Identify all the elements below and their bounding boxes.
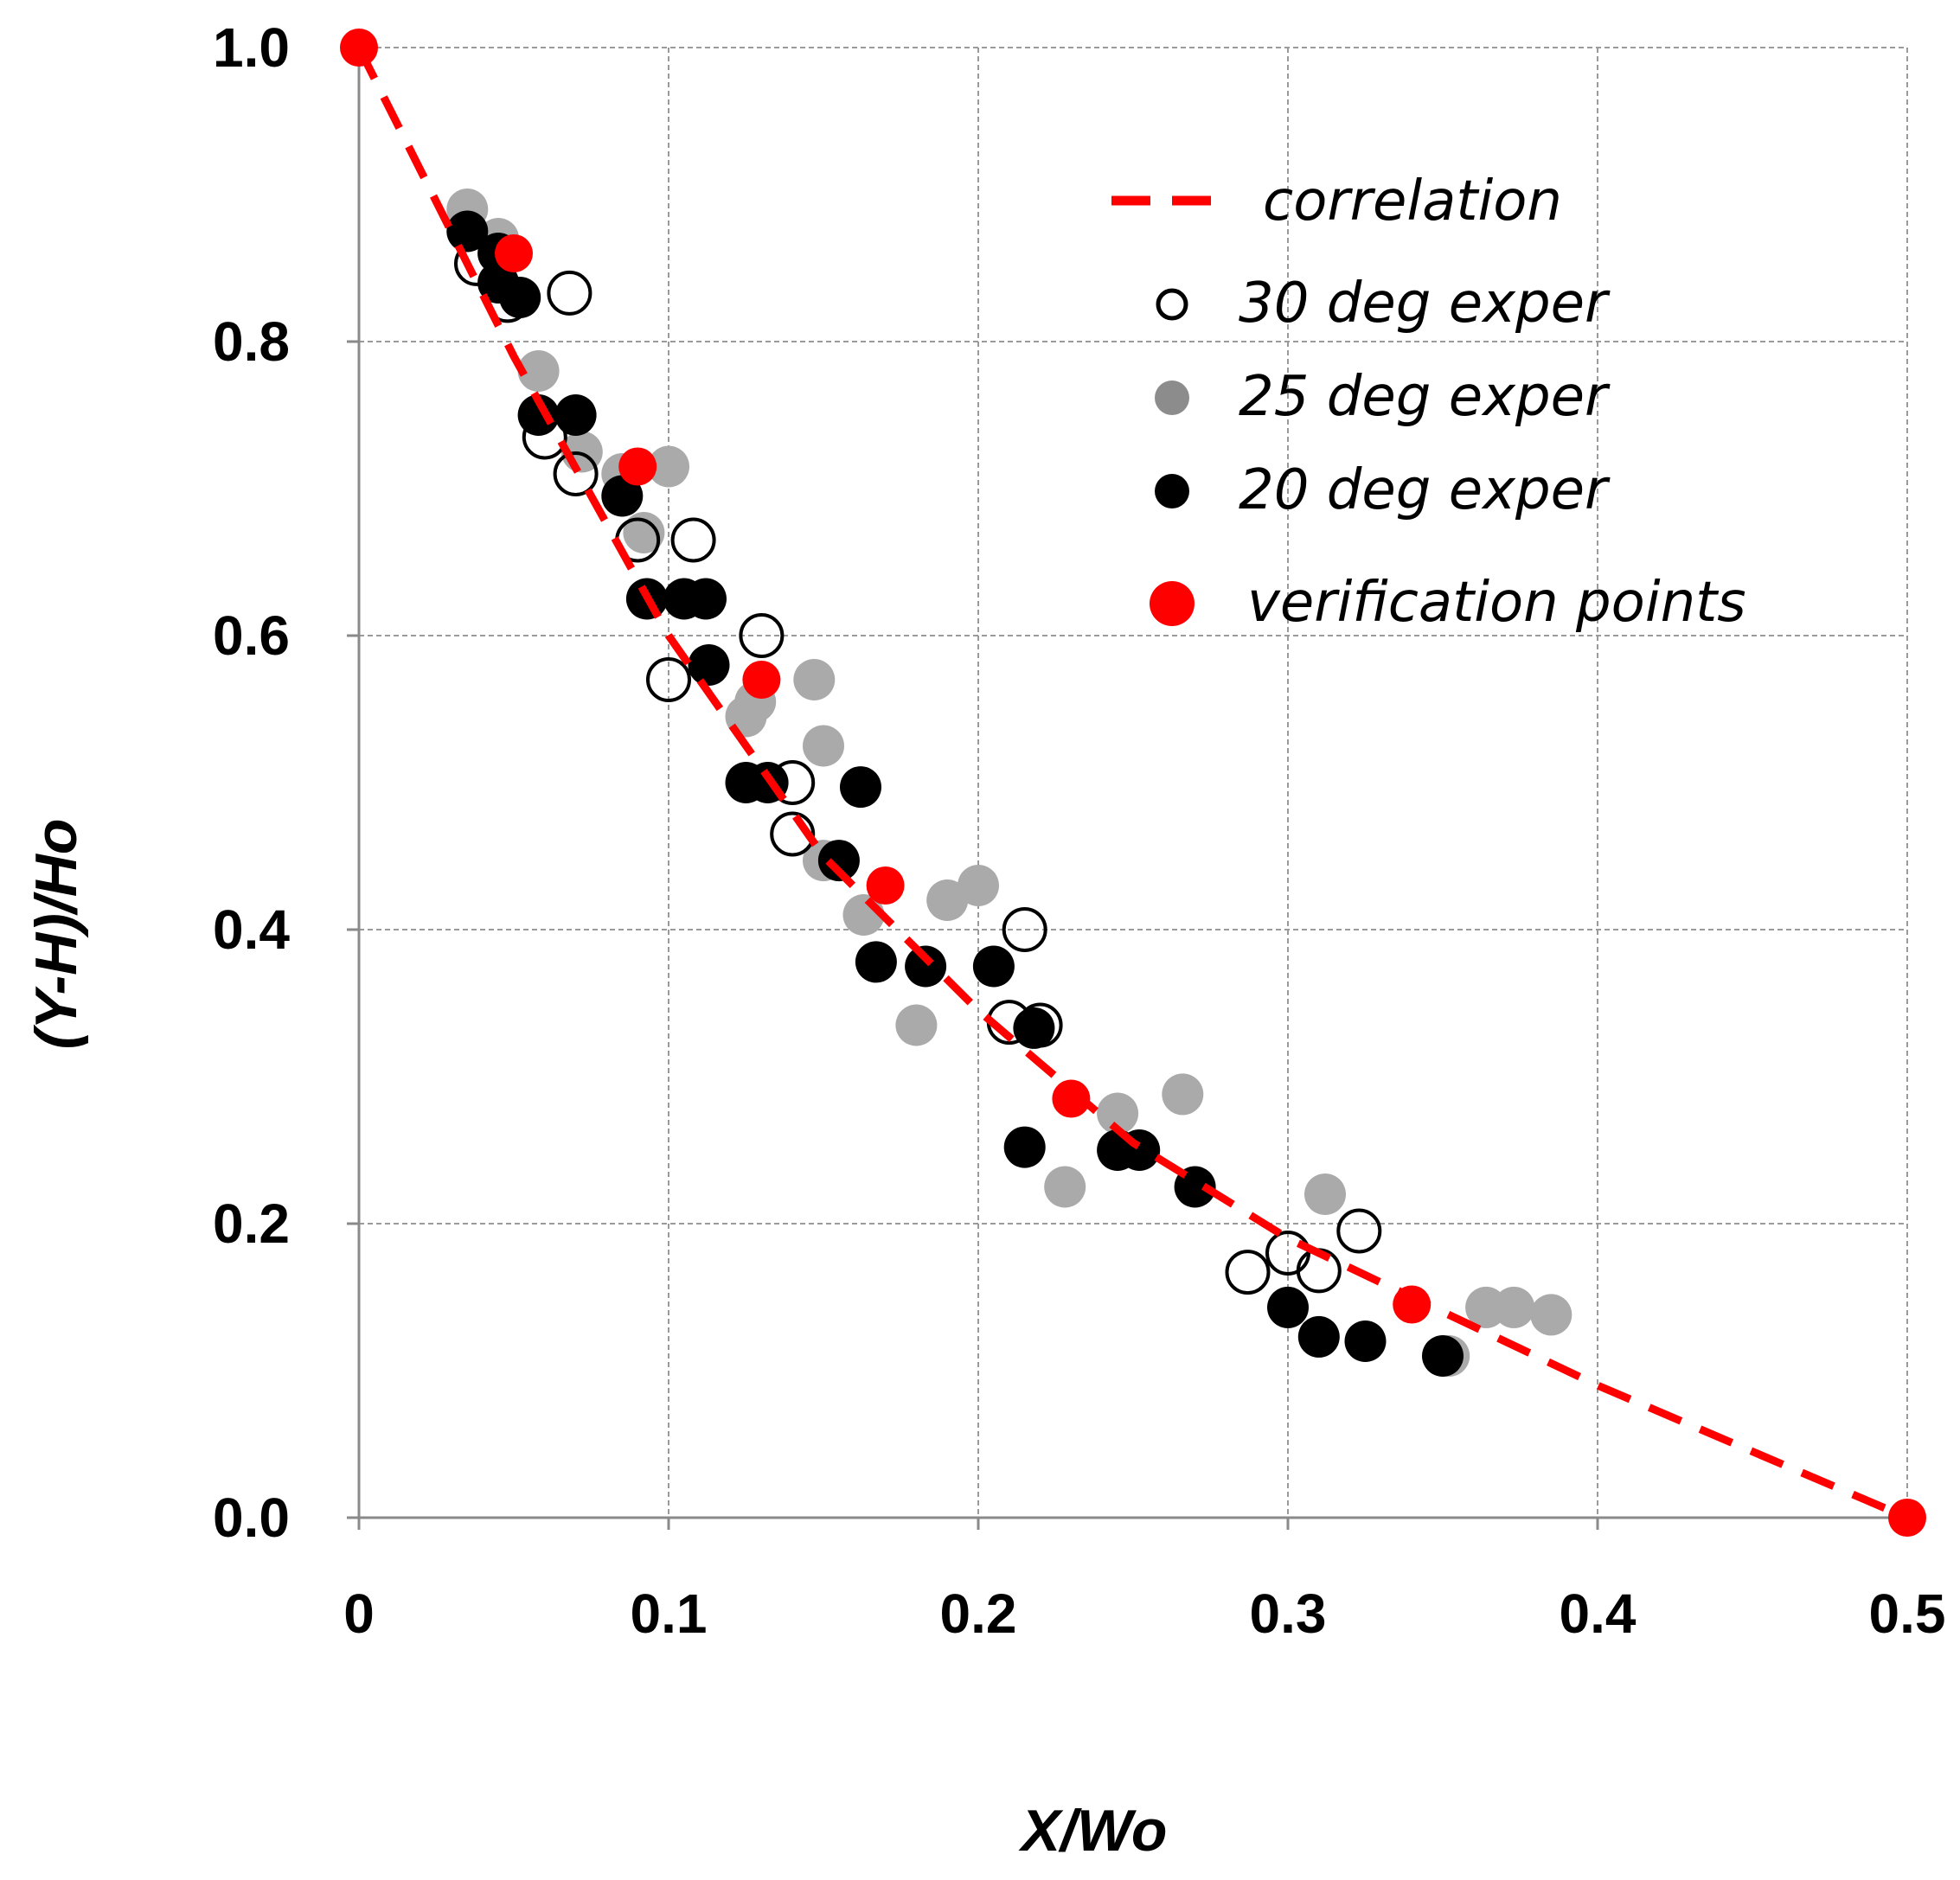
y-tick-label: 0.4 (213, 898, 290, 961)
y-tick-label: 0.2 (213, 1193, 290, 1255)
data-point-25-deg-exper (803, 725, 844, 767)
data-point-30-deg-exper (1336, 1208, 1382, 1254)
data-point-25-deg-exper (1097, 1092, 1139, 1135)
legend-swatch-20deg (1155, 474, 1189, 508)
data-point-25-deg-exper (926, 879, 969, 921)
data-point-20-deg-exper (1422, 1335, 1464, 1377)
data-point-20-deg-exper (1003, 1126, 1046, 1168)
data-point-30-deg-exper (553, 451, 599, 496)
legend-swatch-verification (1150, 581, 1195, 626)
data-point-25-deg-exper (1304, 1173, 1346, 1215)
x-tick-label: 0.2 (940, 1583, 1017, 1645)
y-tick-label: 0.6 (213, 604, 290, 667)
data-point-25-deg-exper (648, 445, 689, 488)
data-point-20-deg-exper (855, 941, 897, 983)
data-point-20-deg-exper (1297, 1315, 1340, 1358)
legend-label-20deg: 20 deg exper (1239, 458, 1611, 522)
data-point-25-deg-exper (1493, 1286, 1535, 1328)
data-point-25-deg-exper (623, 512, 665, 553)
x-axis-title: X/Wo (1018, 1798, 1168, 1864)
gridlines (359, 47, 1908, 1518)
data-point-25-deg-exper (958, 865, 999, 906)
data-point-verification-points (340, 29, 378, 67)
data-point-verification-points (1052, 1079, 1091, 1118)
tick-labels: 0.0 0.2 0.4 0.6 0.8 1.0 0 0.1 0.2 0.3 0.4 0.5 (213, 16, 1945, 1645)
data-point-25-deg-exper (1162, 1073, 1204, 1116)
x-tick-label: 0.5 (1869, 1583, 1946, 1645)
y-tick-label: 0.8 (213, 310, 290, 373)
legend-label-30deg: 30 deg exper (1239, 272, 1611, 336)
y-tick-label: 0.0 (213, 1487, 290, 1549)
x-tick-label: 0.1 (631, 1583, 708, 1645)
data-point-30-deg-exper (770, 811, 816, 857)
data-point-20-deg-exper (554, 394, 597, 436)
legend-label-correlation: correlation (1263, 169, 1562, 233)
data-point-verification-points (1888, 1499, 1926, 1537)
data-point-20-deg-exper (817, 840, 860, 882)
data-point-20-deg-exper (688, 644, 730, 686)
legend-swatch-30deg (1156, 288, 1188, 321)
series-line-correlation (355, 45, 1909, 1522)
legend: correlation 30 deg exper 25 deg exper 20… (1111, 169, 1746, 635)
data-point-30-deg-exper (1225, 1250, 1271, 1295)
data-point-25-deg-exper (793, 659, 836, 700)
legend-label-25deg: 25 deg exper (1239, 365, 1611, 429)
data-point-25-deg-exper (1044, 1166, 1086, 1208)
data-point-verification-points (742, 661, 781, 699)
data-point-verification-points (1393, 1285, 1432, 1324)
legend-swatch-25deg (1155, 380, 1189, 415)
data-point-20-deg-exper (972, 945, 1015, 988)
data-point-verification-points (618, 447, 657, 486)
data-point-20-deg-exper (905, 945, 947, 988)
x-tick-label: 0 (343, 1583, 375, 1645)
data-series (340, 29, 1926, 1537)
data-point-20-deg-exper (840, 766, 881, 809)
y-tick-label: 1.0 (213, 16, 290, 79)
data-point-verification-points (866, 866, 905, 905)
x-tick-label: 0.3 (1250, 1583, 1327, 1645)
data-point-20-deg-exper (601, 475, 644, 517)
data-point-20-deg-exper (499, 277, 541, 318)
data-point-25-deg-exper (1530, 1294, 1572, 1336)
data-point-30-deg-exper (547, 270, 592, 316)
data-point-30-deg-exper (1017, 1002, 1063, 1048)
data-point-verification-points (495, 234, 533, 272)
data-point-25-deg-exper (517, 350, 560, 392)
legend-label-verification: verification points (1247, 571, 1746, 635)
data-point-30-deg-exper (1002, 907, 1047, 952)
data-point-20-deg-exper (685, 578, 727, 620)
data-point-20-deg-exper (1344, 1320, 1387, 1362)
data-point-30-deg-exper (670, 517, 716, 563)
x-tick-label: 0.4 (1560, 1583, 1637, 1645)
y-axis-title: (Y-H)/Ho (23, 819, 89, 1050)
data-point-30-deg-exper (646, 657, 691, 702)
data-point-20-deg-exper (1267, 1286, 1309, 1328)
data-point-25-deg-exper (895, 1004, 938, 1046)
data-point-30-deg-exper (739, 613, 785, 658)
data-point-30-deg-exper (454, 240, 499, 286)
